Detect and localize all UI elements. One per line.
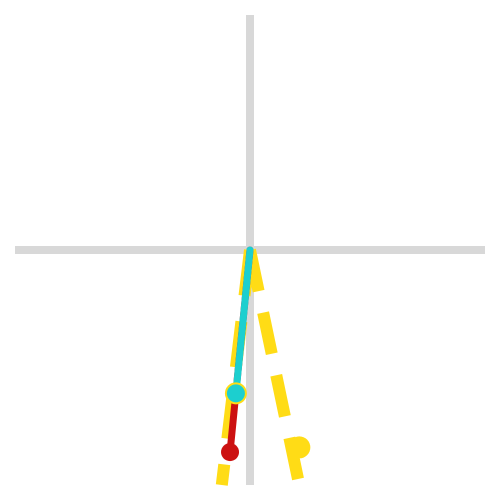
marker-cyan bbox=[226, 384, 245, 403]
marker-red bbox=[221, 443, 240, 462]
solid-vector-cyan bbox=[232, 246, 254, 397]
marker-yellow-right bbox=[288, 436, 311, 459]
